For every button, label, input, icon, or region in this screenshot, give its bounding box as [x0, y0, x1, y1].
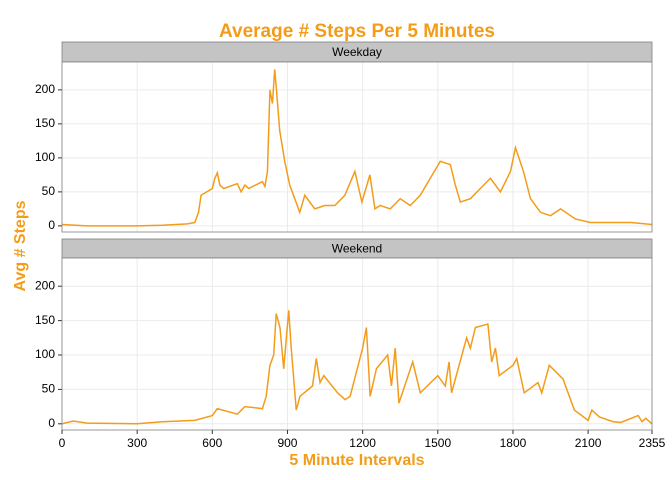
panel-border — [61, 257, 653, 431]
panel — [62, 62, 652, 232]
y-tick-label: 100 — [35, 347, 55, 361]
panel — [62, 258, 652, 430]
y-tick-label: 150 — [35, 313, 55, 327]
strip-label: Weekend — [332, 242, 382, 256]
y-tick-label: 200 — [35, 82, 55, 96]
x-tick-label: 0 — [59, 436, 66, 450]
x-axis-label: 5 Minute Intervals — [289, 452, 424, 469]
line — [61, 310, 653, 425]
y-tick-label: 50 — [42, 382, 56, 396]
line — [61, 69, 653, 227]
x-tick-label: 300 — [127, 436, 147, 450]
x-tick-label: 600 — [202, 436, 222, 450]
x-tick-label: 1500 — [424, 436, 451, 450]
strip-label: Weekday — [332, 45, 382, 59]
x-tick-label: 2355 — [639, 436, 666, 450]
y-tick-label: 200 — [35, 278, 55, 292]
y-axis-label: Avg # Steps — [12, 200, 29, 291]
y-tick-label: 100 — [35, 150, 55, 164]
y-tick-label: 150 — [35, 116, 55, 130]
x-tick-label: 2100 — [575, 436, 602, 450]
x-tick-label: 1200 — [349, 436, 376, 450]
y-tick-label: 50 — [42, 184, 56, 198]
x-tick-label: 1800 — [500, 436, 527, 450]
chart-title: Average # Steps Per 5 Minutes — [219, 21, 495, 42]
x-tick-label: 900 — [277, 436, 297, 450]
y-tick-label: 0 — [48, 416, 55, 430]
panel-border — [61, 61, 653, 233]
y-tick-label: 0 — [48, 218, 55, 232]
